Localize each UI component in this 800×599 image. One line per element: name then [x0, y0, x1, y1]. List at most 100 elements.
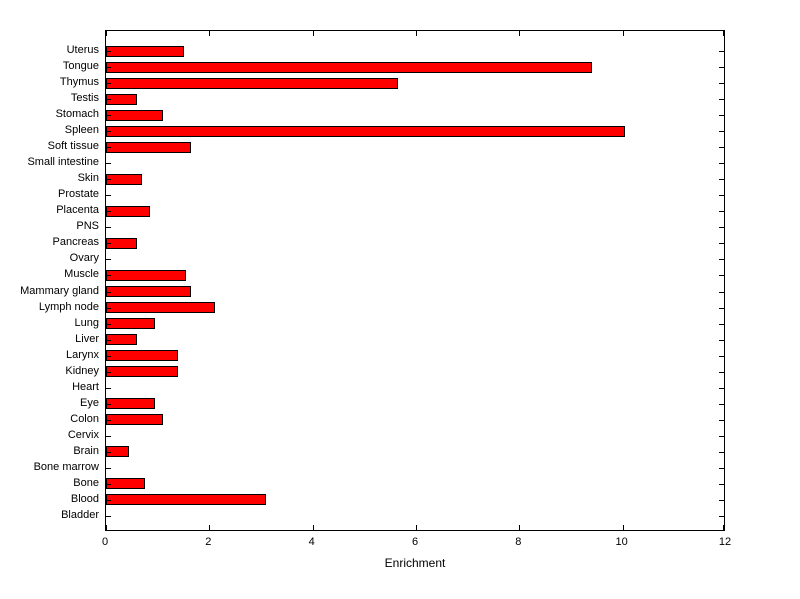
y-tick-mark-left	[106, 115, 111, 116]
y-tick-mark-right	[719, 516, 724, 517]
y-tick-label: Uterus	[66, 44, 99, 57]
bar	[106, 46, 184, 57]
y-tick-label: Bladder	[61, 508, 99, 521]
y-tick-mark-right	[719, 67, 724, 68]
y-tick-label: Colon	[70, 412, 99, 425]
y-tick-label: Tongue	[62, 60, 99, 73]
y-tick-mark-right	[719, 324, 724, 325]
bar	[106, 110, 163, 121]
y-tick-label: Muscle	[64, 268, 99, 281]
x-tick-label: 0	[101, 536, 109, 548]
bar	[106, 126, 625, 137]
x-tick-mark-bottom	[416, 525, 417, 530]
y-tick-mark-left	[106, 388, 111, 389]
y-tick-label: Cervix	[67, 428, 99, 441]
bar	[106, 350, 178, 361]
x-tick-label: 8	[515, 536, 522, 548]
y-tick-mark-right	[719, 163, 724, 164]
y-tick-mark-right	[719, 259, 724, 260]
y-tick-mark-right	[719, 484, 724, 485]
x-tick-mark-bottom	[313, 525, 314, 530]
bar	[106, 206, 150, 217]
y-tick-mark-left	[106, 340, 111, 341]
x-tick-mark-bottom	[106, 525, 107, 530]
y-tick-label: Thymus	[59, 76, 99, 89]
y-tick-mark-left	[106, 484, 111, 485]
y-tick-mark-left	[106, 324, 111, 325]
y-tick-label: Testis	[70, 92, 99, 105]
y-tick-mark-left	[106, 468, 111, 469]
y-tick-mark-left	[106, 211, 111, 212]
bar	[106, 286, 191, 297]
y-tick-mark-right	[719, 99, 724, 100]
x-tick-label: 2	[205, 536, 212, 548]
y-tick-mark-right	[719, 388, 724, 389]
y-tick-mark-right	[719, 468, 724, 469]
y-tick-mark-right	[719, 420, 724, 421]
bar	[106, 414, 163, 425]
bar	[106, 302, 215, 313]
y-tick-mark-left	[106, 404, 111, 405]
y-tick-mark-right	[719, 131, 724, 132]
y-tick-mark-left	[106, 516, 111, 517]
y-tick-mark-right	[719, 227, 724, 228]
y-tick-mark-right	[719, 436, 724, 437]
bar	[106, 142, 191, 153]
x-tick-label: 12	[718, 536, 732, 548]
x-tick-mark-top	[209, 31, 210, 36]
y-tick-label: Prostate	[58, 188, 99, 201]
y-tick-mark-right	[719, 372, 724, 373]
y-tick-mark-left	[106, 259, 111, 260]
bar	[106, 318, 155, 329]
bar	[106, 446, 129, 457]
y-tick-mark-left	[106, 99, 111, 100]
y-tick-label: Liver	[75, 332, 99, 345]
y-tick-mark-left	[106, 308, 111, 309]
x-axis-title: Enrichment	[384, 556, 446, 570]
y-tick-mark-right	[719, 500, 724, 501]
y-tick-mark-right	[719, 243, 724, 244]
y-tick-mark-right	[719, 83, 724, 84]
y-tick-label: Blood	[70, 492, 99, 505]
y-tick-label: PNS	[76, 220, 99, 233]
y-tick-label: Eye	[80, 396, 99, 409]
y-tick-mark-right	[719, 404, 724, 405]
x-tick-mark-bottom	[723, 525, 724, 530]
x-tick-label: 6	[411, 536, 419, 548]
bar	[106, 78, 398, 89]
y-tick-label: Spleen	[64, 124, 99, 137]
y-tick-mark-left	[106, 436, 111, 437]
y-tick-label: Small intestine	[27, 156, 99, 169]
bar	[106, 334, 137, 345]
y-tick-label: Heart	[72, 380, 99, 393]
y-tick-mark-left	[106, 195, 111, 196]
y-tick-mark-left	[106, 163, 111, 164]
y-tick-mark-left	[106, 67, 111, 68]
y-tick-mark-right	[719, 275, 724, 276]
y-tick-mark-left	[106, 179, 111, 180]
bar	[106, 62, 592, 73]
y-tick-label: Ovary	[69, 252, 99, 265]
y-tick-label: Placenta	[56, 204, 99, 217]
y-tick-mark-right	[719, 211, 724, 212]
x-tick-mark-bottom	[519, 525, 520, 530]
y-tick-mark-left	[106, 356, 111, 357]
bar	[106, 174, 142, 185]
y-tick-label: Lymph node	[38, 300, 99, 313]
plot-area	[105, 30, 725, 531]
x-tick-label: 10	[615, 536, 628, 548]
y-tick-mark-right	[719, 115, 724, 116]
x-tick-mark-bottom	[623, 525, 624, 530]
y-tick-label: Stomach	[55, 108, 99, 121]
y-tick-mark-right	[719, 51, 724, 52]
y-tick-mark-left	[106, 227, 111, 228]
y-tick-label: Mammary gland	[20, 284, 99, 297]
bar	[106, 270, 186, 281]
y-tick-mark-right	[719, 147, 724, 148]
x-tick-mark-top	[723, 31, 724, 36]
y-tick-mark-right	[719, 195, 724, 196]
y-tick-mark-left	[106, 131, 111, 132]
x-tick-mark-bottom	[209, 525, 210, 530]
y-tick-mark-left	[106, 292, 111, 293]
